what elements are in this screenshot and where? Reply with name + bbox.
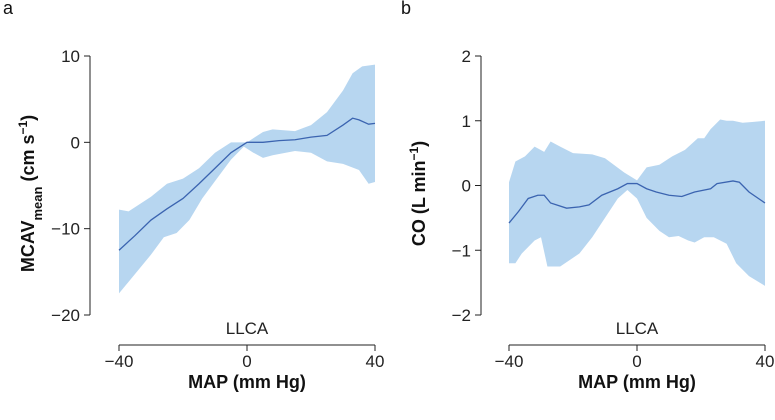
y-tick-label: 1 (462, 112, 471, 131)
y-label-unit: (L min (409, 161, 429, 220)
y-label-unit-close: ) (409, 141, 429, 147)
y-tick-label: −2 (452, 306, 471, 325)
y-label-main: MCAV (18, 221, 38, 273)
y-tick-label: 0 (462, 177, 471, 196)
y-label-main: CO (409, 219, 429, 246)
confidence-band (119, 64, 375, 294)
confidence-band (509, 119, 765, 286)
y-label-subscript: mean (30, 186, 45, 220)
y-axis-label: MCAVmean (cm s−1) (16, 115, 45, 272)
x-tick-label: 40 (366, 352, 385, 371)
x-axis-label: MAP (mm Hg) (188, 372, 306, 392)
annotation-llca: LLCA (226, 319, 269, 338)
y-label-unit-close: ) (18, 115, 38, 121)
x-tick-label: −40 (495, 352, 524, 371)
mean-line (118, 117, 376, 251)
y-label-superscript: −1 (407, 147, 421, 161)
y-tick-label: −10 (51, 220, 80, 239)
x-tick-label: 40 (756, 352, 775, 371)
y-label-superscript: −1 (16, 121, 30, 135)
panel-label: a (3, 0, 14, 18)
y-tick-label: −20 (51, 306, 80, 325)
y-axis-label: CO (L min−1) (407, 141, 429, 246)
y-tick-label: 10 (61, 47, 80, 66)
x-tick-label: −40 (105, 352, 134, 371)
annotation-llca: LLCA (616, 319, 659, 338)
y-tick-label: 0 (71, 133, 80, 152)
panel-label: b (401, 0, 411, 18)
y-label-unit: (cm s (18, 135, 38, 187)
y-tick-label: −1 (452, 241, 471, 260)
y-tick-label: 2 (462, 47, 471, 66)
x-tick-label: 0 (632, 352, 641, 371)
mean-line (508, 180, 766, 224)
x-axis-label: MAP (mm Hg) (578, 372, 696, 392)
panel-a: −20 −10 0 10 −40 0 40 MAP (mm Hg) LLCA a MCAVmean … (3, 0, 384, 392)
x-tick-label: 0 (242, 352, 251, 371)
